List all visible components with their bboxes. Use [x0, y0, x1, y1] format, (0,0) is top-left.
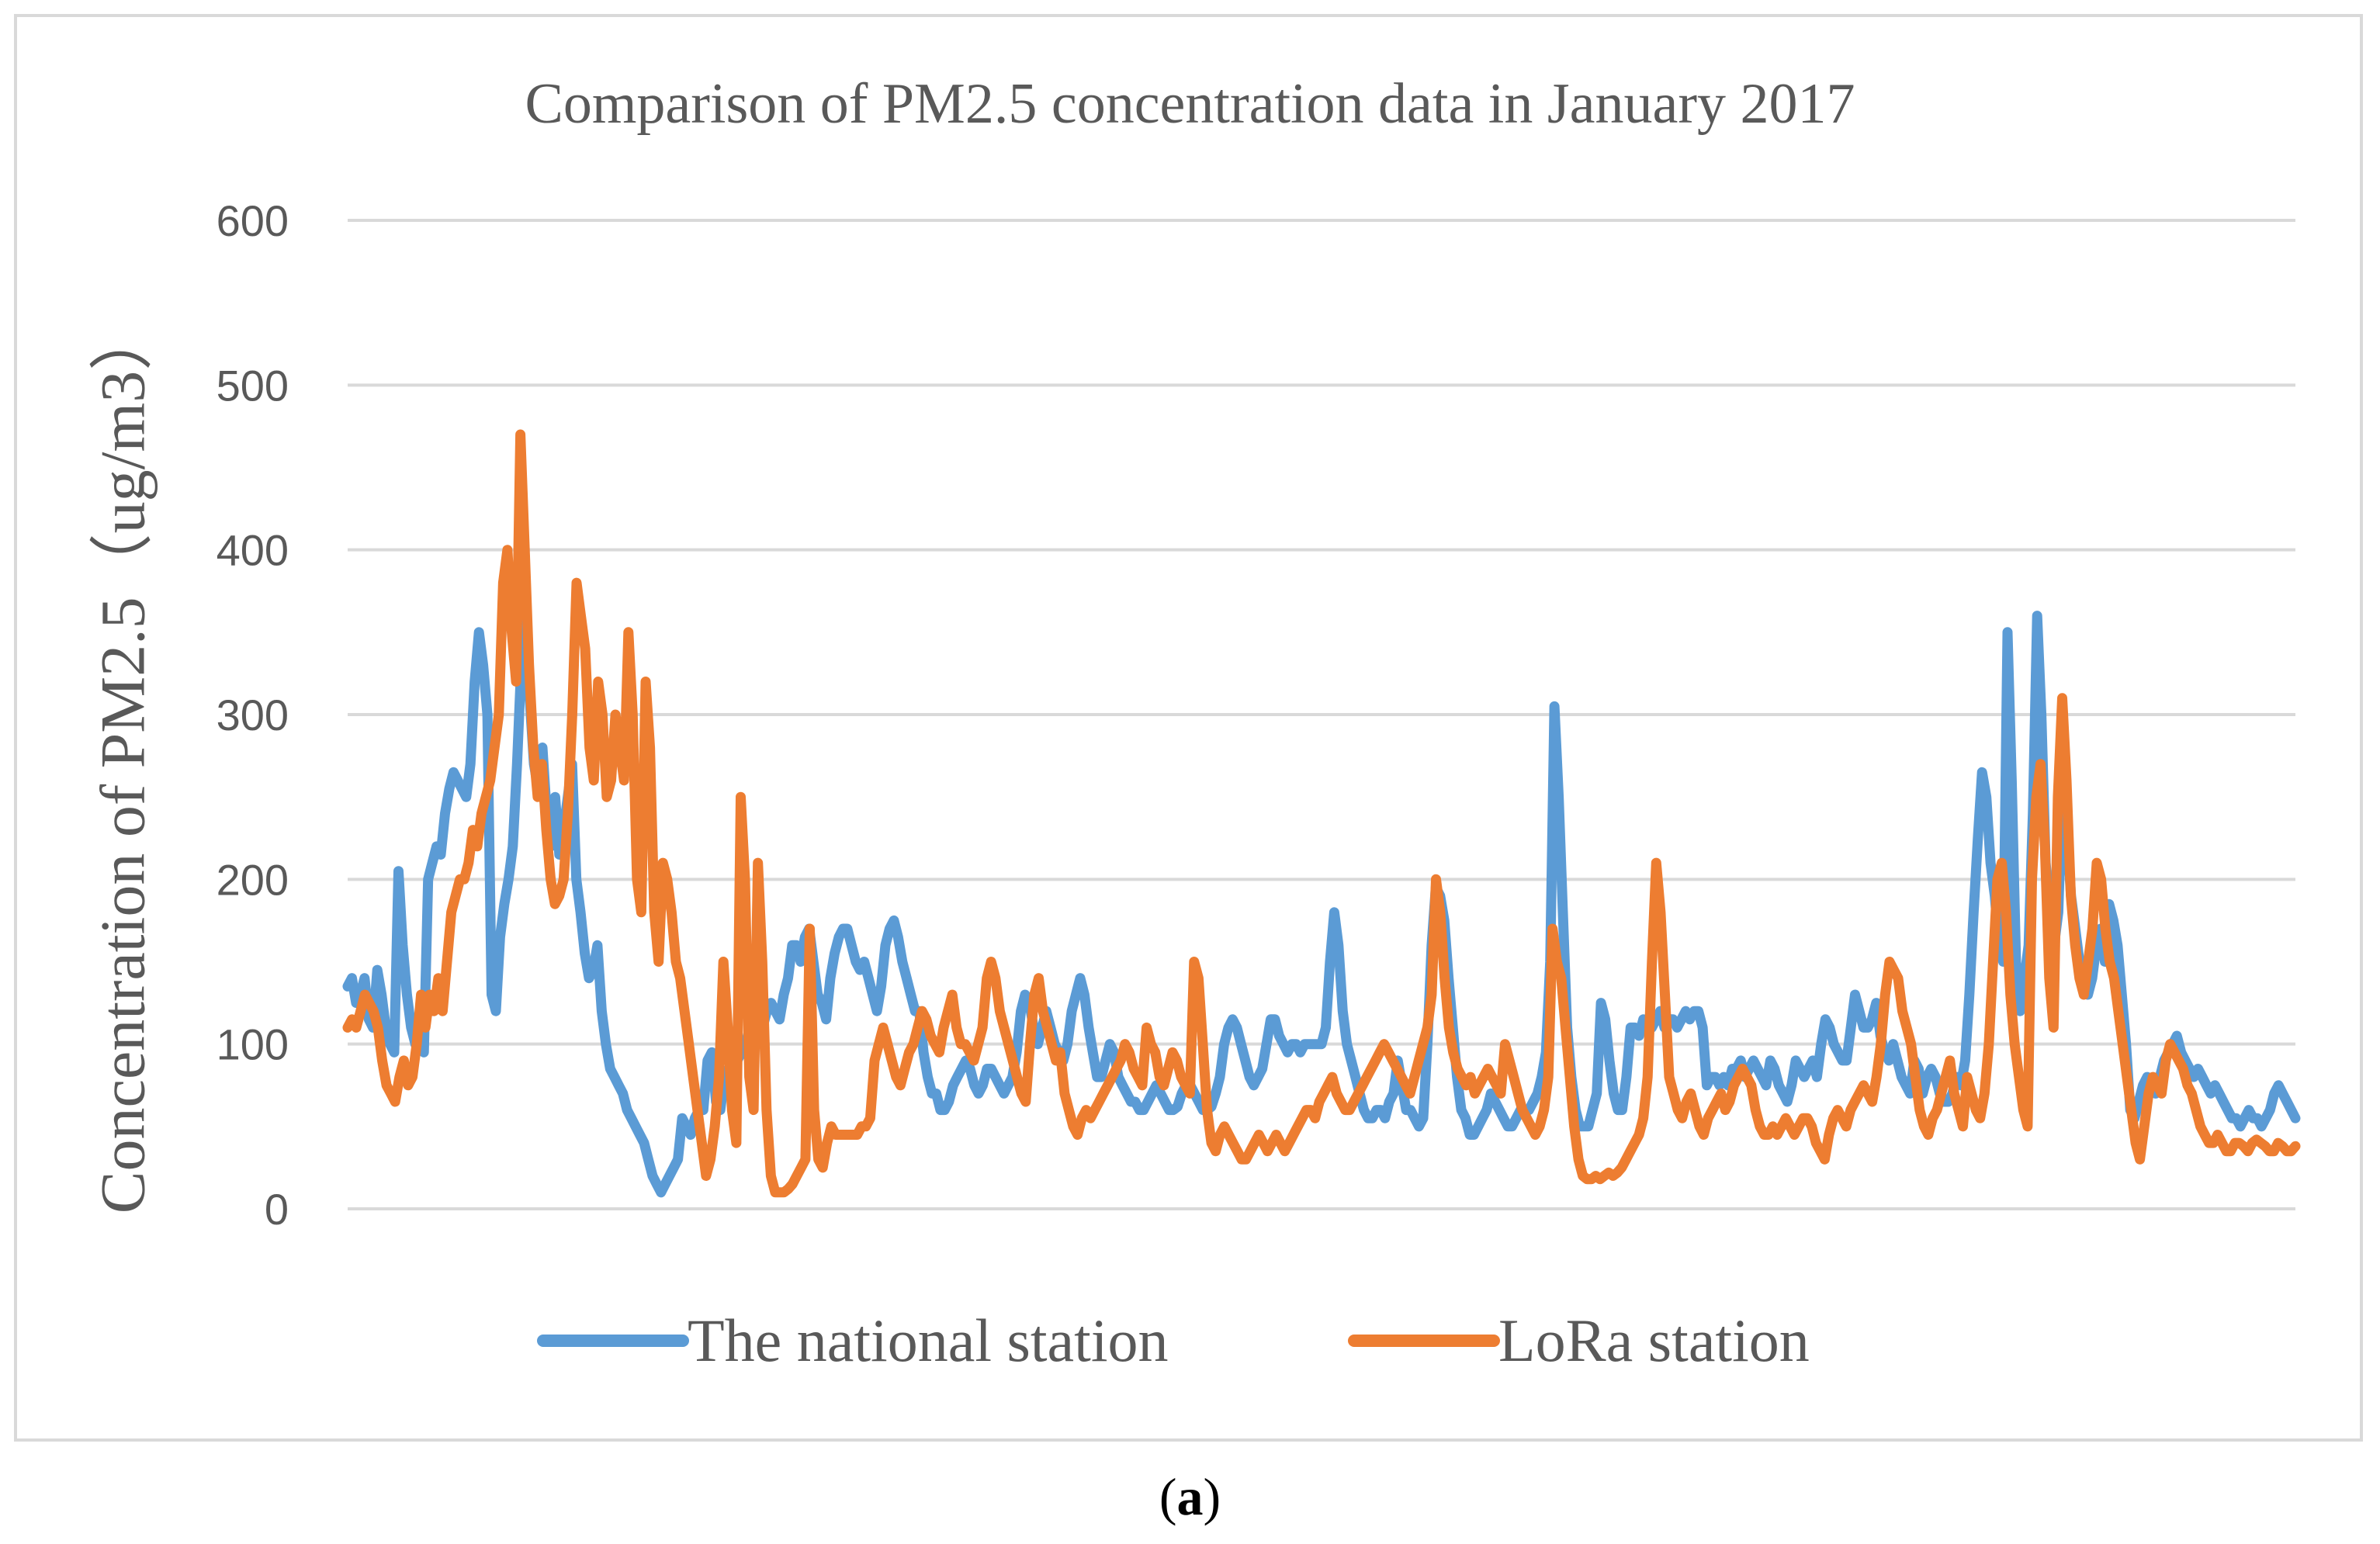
- caption-open: (: [1159, 1467, 1177, 1526]
- legend: The national station LoRa station: [537, 1307, 1810, 1374]
- caption-close: ): [1203, 1467, 1221, 1526]
- chart-frame: [14, 14, 2363, 1442]
- chart-title: Comparison of PM2.5 concentration data i…: [525, 72, 1855, 136]
- y-tick-label: 300: [217, 691, 289, 739]
- legend-label: The national station: [688, 1307, 1169, 1374]
- y-tick-label: 400: [217, 526, 289, 575]
- legend-label: LoRa station: [1498, 1307, 1810, 1374]
- series-line-national-station: [342, 611, 2301, 1198]
- series-line-lora-station: [342, 429, 2301, 1198]
- y-tick-label: 600: [217, 196, 289, 245]
- y-tick-label: 0: [265, 1185, 289, 1234]
- y-tick-label: 100: [217, 1020, 289, 1069]
- y-tick-label: 200: [217, 855, 289, 904]
- y-tick-labels: 0 100 200 300 400 500 600: [217, 196, 289, 1234]
- caption-label: a: [1176, 1467, 1204, 1526]
- figure-caption: (a): [0, 1466, 2380, 1528]
- series-lines: [342, 429, 2301, 1198]
- y-tick-label: 500: [217, 361, 289, 410]
